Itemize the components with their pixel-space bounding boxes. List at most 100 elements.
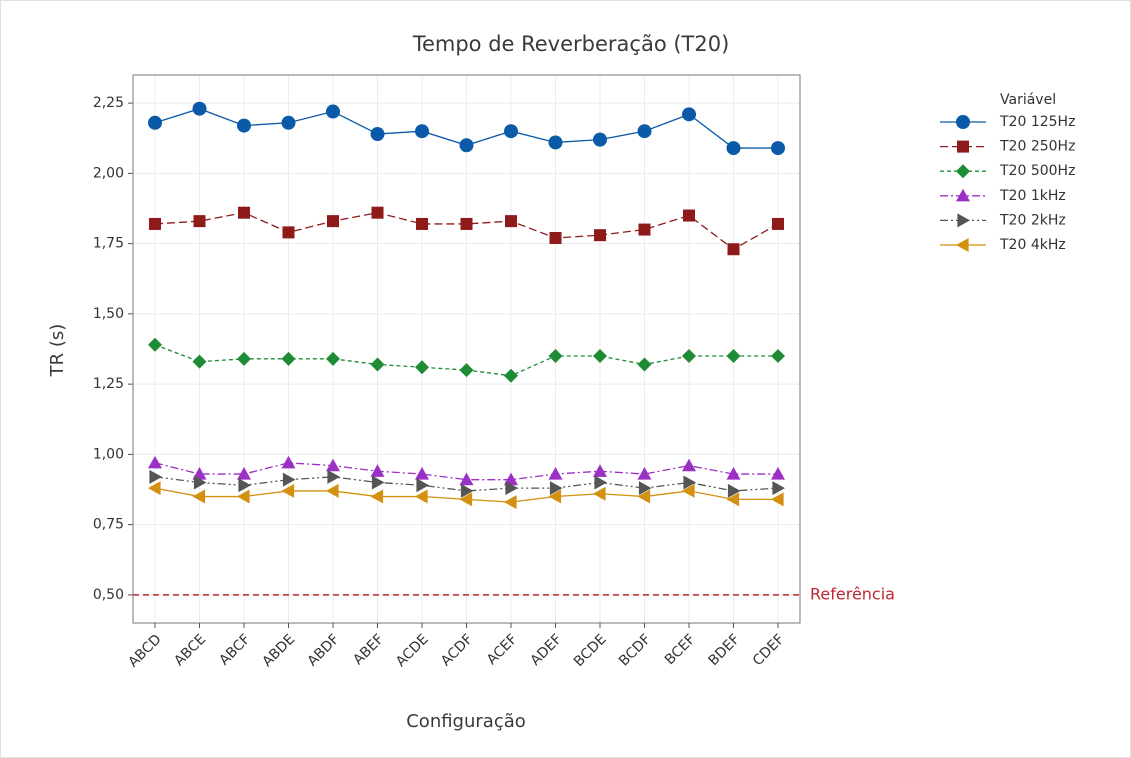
data-point <box>637 467 652 480</box>
y-tick-label: 2,25 <box>93 95 124 111</box>
data-point <box>460 483 474 498</box>
data-point <box>682 483 695 498</box>
legend-label: T20 1kHz <box>999 188 1066 204</box>
y-tick-label: 1,50 <box>93 306 124 322</box>
data-point <box>771 467 785 480</box>
y-tick-label: 0,50 <box>93 587 124 603</box>
data-point <box>548 135 563 150</box>
series-line <box>154 212 779 251</box>
data-point <box>504 124 518 139</box>
data-point <box>370 489 384 504</box>
legend-title: Variável <box>1000 92 1056 108</box>
data-point <box>327 469 340 484</box>
legend-marker <box>956 238 969 252</box>
data-point <box>726 141 741 156</box>
data-point <box>459 363 474 378</box>
data-point <box>682 349 696 364</box>
legend-label: T20 2kHz <box>999 212 1066 228</box>
data-point <box>192 489 206 504</box>
data-point <box>771 141 785 156</box>
y-tick-label: 1,00 <box>93 446 124 462</box>
y-tick-label: 1,25 <box>93 376 124 392</box>
data-point <box>148 455 162 469</box>
data-point <box>548 489 562 504</box>
y-tick-label: 1,75 <box>93 236 124 252</box>
data-point <box>726 492 740 507</box>
legend-marker <box>957 213 970 228</box>
data-point <box>327 215 339 228</box>
data-point <box>637 124 652 139</box>
reference-label: Referência <box>810 584 895 603</box>
data-point <box>548 467 563 480</box>
data-point <box>149 469 162 484</box>
data-point <box>727 483 741 498</box>
data-point <box>594 475 607 490</box>
series-line <box>154 476 779 492</box>
legend-label: T20 250Hz <box>999 139 1075 155</box>
data-point <box>637 489 651 504</box>
data-point <box>192 101 207 116</box>
data-point <box>593 132 607 147</box>
data-point <box>370 464 385 477</box>
data-point <box>460 217 473 230</box>
data-point <box>237 467 251 480</box>
data-point <box>326 351 340 366</box>
data-point <box>727 243 740 256</box>
data-point <box>548 349 563 364</box>
data-point <box>281 115 296 130</box>
data-point <box>593 349 607 364</box>
y-tick-label: 2,00 <box>93 165 124 181</box>
data-point <box>504 472 518 486</box>
data-point <box>326 483 339 498</box>
data-point <box>371 206 384 219</box>
data-point <box>683 475 696 490</box>
data-point <box>149 217 161 230</box>
legend-marker <box>956 164 970 179</box>
data-point <box>726 467 741 480</box>
data-point <box>772 217 784 230</box>
legend-label: T20 500Hz <box>999 163 1075 179</box>
data-point <box>148 481 161 496</box>
data-point <box>326 104 340 119</box>
data-point <box>193 475 207 490</box>
data-point <box>505 481 518 496</box>
data-point <box>326 458 340 472</box>
y-tick-label: 0,75 <box>93 517 124 533</box>
data-point <box>637 357 652 372</box>
data-point <box>371 475 385 490</box>
data-point <box>281 483 295 498</box>
data-point <box>638 223 651 236</box>
data-point <box>148 337 162 352</box>
data-point <box>237 489 250 504</box>
data-point <box>415 360 429 375</box>
data-point <box>504 368 518 383</box>
data-point <box>193 215 206 228</box>
data-point <box>459 492 473 507</box>
data-point <box>505 215 517 228</box>
data-point <box>459 472 474 486</box>
data-point <box>415 467 429 480</box>
data-point <box>238 206 250 219</box>
data-point <box>771 349 785 364</box>
data-point <box>192 467 207 480</box>
data-point <box>726 349 741 364</box>
data-point <box>638 481 652 496</box>
chart-title: Tempo de Reverberação (T20) <box>412 32 730 56</box>
data-point <box>682 107 696 122</box>
data-point <box>237 351 251 366</box>
data-point <box>593 486 606 501</box>
data-point <box>370 127 385 142</box>
legend-marker <box>956 115 970 129</box>
data-point <box>459 138 474 153</box>
data-point <box>238 478 251 493</box>
data-point <box>282 472 296 487</box>
data-point <box>416 478 429 493</box>
data-point <box>148 115 162 130</box>
legend-label: T20 4kHz <box>999 237 1066 253</box>
data-point <box>415 489 428 504</box>
legend-label: T20 125Hz <box>999 114 1075 130</box>
data-point <box>370 357 385 372</box>
data-point <box>683 209 695 222</box>
x-axis-label: Configuração <box>406 711 526 732</box>
